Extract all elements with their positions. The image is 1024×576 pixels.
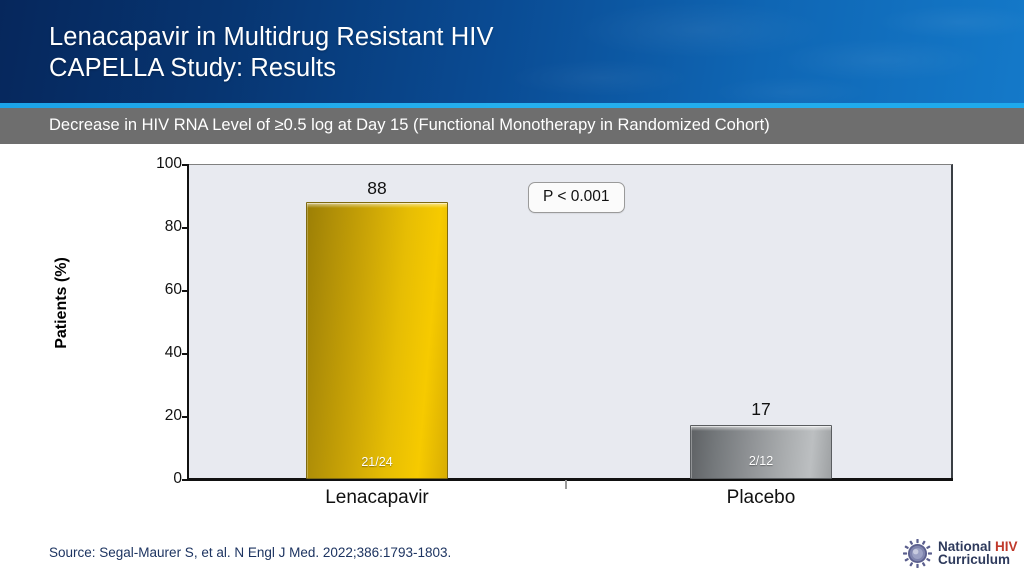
y-axis-line (187, 164, 189, 480)
y-tick-label-0: 0 (173, 470, 182, 487)
y-tick-mark-100 (182, 164, 189, 166)
bar-placebo[interactable] (690, 425, 832, 479)
x-axis-line (187, 478, 953, 481)
y-tick-mark-60 (182, 290, 189, 292)
y-tick-label-40: 40 (164, 344, 182, 361)
y-tick-mark-20 (182, 416, 189, 418)
x-category-label-placebo: Placebo (726, 487, 796, 508)
bar-value-lenacapavir: 88 (367, 178, 387, 198)
x-axis-category-separator-tick (565, 480, 567, 489)
logo-line-1: National HIV (938, 538, 1018, 554)
y-axis-label: Patients (%) (53, 257, 70, 349)
gear-sun-icon (903, 538, 932, 568)
p-value-annotation: P < 0.001 (528, 182, 625, 213)
bar-chart: Patients (%) 100 80 60 40 20 0 88 21/24 … (0, 144, 1024, 534)
logo-hiv-text: HIV (995, 538, 1018, 554)
y-tick-mark-80 (182, 227, 189, 229)
bar-fraction-placebo: 2/12 (748, 454, 774, 468)
y-tick-label-100: 100 (156, 155, 182, 172)
logo-national-text: National (938, 538, 992, 554)
logo-wordmark: National HIV Curriculum (938, 538, 1018, 567)
y-tick-mark-40 (182, 353, 189, 355)
y-tick-label-80: 80 (164, 218, 182, 235)
x-category-label-lenacapavir: Lenacapavir (325, 487, 429, 508)
bar-value-placebo: 17 (751, 399, 771, 419)
y-tick-label-60: 60 (164, 281, 182, 298)
logo-line-2: Curriculum (938, 552, 1011, 567)
y-tick-label-20: 20 (164, 407, 182, 424)
bar-lenacapavir[interactable] (306, 202, 448, 479)
slide-title-line1: Lenacapavir in Multidrug Resistant HIV (49, 23, 494, 51)
slide-title-line2: CAPELLA Study: Results (49, 54, 337, 82)
slide-title: Lenacapavir in Multidrug Resistant HIV C… (49, 22, 494, 84)
header-accent-stripe (0, 103, 1024, 108)
subtitle-band: Decrease in HIV RNA Level of ≥0.5 log at… (0, 108, 1024, 144)
slide-header (0, 0, 1024, 103)
source-citation: Source: Segal-Maurer S, et al. N Engl J … (49, 545, 452, 560)
y-tick-mark-0 (182, 479, 189, 481)
national-hiv-curriculum-logo[interactable]: National HIV Curriculum (903, 536, 1018, 570)
subtitle-text: Decrease in HIV RNA Level of ≥0.5 log at… (49, 116, 770, 134)
bar-fraction-lenacapavir: 21/24 (361, 455, 393, 469)
